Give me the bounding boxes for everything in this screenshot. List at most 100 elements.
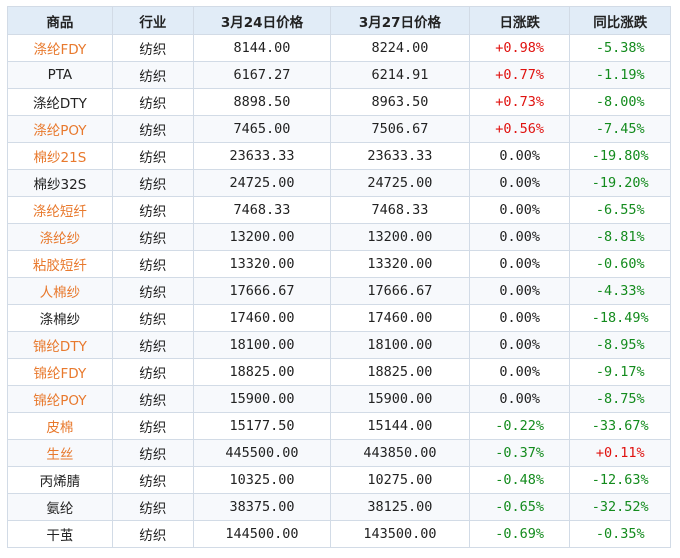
daily-change-cell: 0.00% [468,358,571,386]
price-mar27-cell: 17460.00 [329,304,470,332]
yoy-change-cell: -0.60% [569,250,671,278]
yoy-change-cell: -8.75% [569,385,671,413]
yoy-change-cell: -4.33% [569,277,671,305]
commodity-name-cell[interactable]: 生丝 [7,439,113,467]
commodity-name-cell[interactable]: 棉纱21S [7,142,113,170]
commodity-name-cell[interactable]: 锦纶POY [7,385,113,413]
daily-change-cell: -0.37% [468,439,571,467]
price-mar27-cell: 23633.33 [329,142,470,170]
commodity-name-cell: 棉纱32S [7,169,113,197]
table-row: 涤纶DTY 纺织 8898.50 8963.50 +0.73% -8.00% [7,88,671,116]
industry-cell: 纺织 [111,277,195,305]
industry-cell: 纺织 [111,142,195,170]
price-mar27-cell: 443850.00 [329,439,470,467]
industry-cell: 纺织 [111,493,195,521]
yoy-change-cell: -9.17% [569,358,671,386]
table-row: 涤纶FDY 纺织 8144.00 8224.00 +0.98% -5.38% [7,34,671,62]
commodity-name-cell[interactable]: 锦纶DTY [7,331,113,359]
daily-change-cell: 0.00% [468,277,571,305]
yoy-change-cell: -8.00% [569,88,671,116]
price-mar27-cell: 13200.00 [329,223,470,251]
daily-change-cell: 0.00% [468,304,571,332]
yoy-change-cell: -18.49% [569,304,671,332]
industry-cell: 纺织 [111,358,195,386]
price-mar24-cell: 8144.00 [193,34,331,62]
price-mar27-cell: 18825.00 [329,358,470,386]
industry-cell: 纺织 [111,169,195,197]
industry-cell: 纺织 [111,466,195,494]
yoy-change-cell: -7.45% [569,115,671,143]
commodity-name-cell[interactable]: 锦纶FDY [7,358,113,386]
table-row: 丙烯腈 纺织 10325.00 10275.00 -0.48% -12.63% [7,466,671,494]
industry-cell: 纺织 [111,520,195,548]
header-commodity: 商品 [7,6,113,35]
commodity-name-cell: 氨纶 [7,493,113,521]
table-row: 人棉纱 纺织 17666.67 17666.67 0.00% -4.33% [7,277,671,305]
table-row: 涤纶POY 纺织 7465.00 7506.67 +0.56% -7.45% [7,115,671,143]
commodity-name-cell: 丙烯腈 [7,466,113,494]
price-mar27-cell: 15144.00 [329,412,470,440]
price-mar24-cell: 23633.33 [193,142,331,170]
daily-change-cell: -0.65% [468,493,571,521]
daily-change-cell: 0.00% [468,385,571,413]
yoy-change-cell: -19.80% [569,142,671,170]
header-price-mar24: 3月24日价格 [193,6,331,35]
table-row: PTA 纺织 6167.27 6214.91 +0.77% -1.19% [7,61,671,89]
industry-cell: 纺织 [111,88,195,116]
table-body: 涤纶FDY 纺织 8144.00 8224.00 +0.98% -5.38% PTA 纺织 61… [7,34,671,548]
daily-change-cell: +0.98% [468,34,571,62]
price-mar27-cell: 18100.00 [329,331,470,359]
price-mar24-cell: 144500.00 [193,520,331,548]
daily-change-cell: 0.00% [468,250,571,278]
daily-change-cell: -0.69% [468,520,571,548]
table-row: 干茧 纺织 144500.00 143500.00 -0.69% -0.35% [7,520,671,548]
price-mar24-cell: 445500.00 [193,439,331,467]
yoy-change-cell: -6.55% [569,196,671,224]
yoy-change-cell: -1.19% [569,61,671,89]
yoy-change-cell: -33.67% [569,412,671,440]
price-mar24-cell: 7465.00 [193,115,331,143]
industry-cell: 纺织 [111,223,195,251]
price-mar27-cell: 8963.50 [329,88,470,116]
industry-cell: 纺织 [111,250,195,278]
commodity-name-cell[interactable]: 粘胶短纤 [7,250,113,278]
price-mar24-cell: 13320.00 [193,250,331,278]
daily-change-cell: 0.00% [468,142,571,170]
table-row: 棉纱21S 纺织 23633.33 23633.33 0.00% -19.80% [7,142,671,170]
table-row: 锦纶DTY 纺织 18100.00 18100.00 0.00% -8.95% [7,331,671,359]
table-row: 生丝 纺织 445500.00 443850.00 -0.37% +0.11% [7,439,671,467]
price-table: 商品 行业 3月24日价格 3月27日价格 日涨跌 同比涨跌 涤纶FDY 纺织 81… [7,6,671,548]
table-row: 涤棉纱 纺织 17460.00 17460.00 0.00% -18.49% [7,304,671,332]
price-mar27-cell: 38125.00 [329,493,470,521]
daily-change-cell: +0.77% [468,61,571,89]
price-mar24-cell: 18825.00 [193,358,331,386]
commodity-name-cell[interactable]: 涤纶纱 [7,223,113,251]
price-table-container: 商品 行业 3月24日价格 3月27日价格 日涨跌 同比涨跌 涤纶FDY 纺织 81… [7,6,671,548]
price-mar24-cell: 18100.00 [193,331,331,359]
commodity-name-cell[interactable]: 涤纶FDY [7,34,113,62]
industry-cell: 纺织 [111,61,195,89]
commodity-name-cell[interactable]: 涤纶短纤 [7,196,113,224]
daily-change-cell: 0.00% [468,331,571,359]
header-price-mar27: 3月27日价格 [329,6,470,35]
price-mar27-cell: 7468.33 [329,196,470,224]
price-mar27-cell: 13320.00 [329,250,470,278]
price-mar24-cell: 7468.33 [193,196,331,224]
commodity-name-cell[interactable]: 皮棉 [7,412,113,440]
industry-cell: 纺织 [111,412,195,440]
yoy-change-cell: -12.63% [569,466,671,494]
commodity-name-cell: 干茧 [7,520,113,548]
price-mar27-cell: 17666.67 [329,277,470,305]
daily-change-cell: -0.22% [468,412,571,440]
industry-cell: 纺织 [111,385,195,413]
price-mar27-cell: 8224.00 [329,34,470,62]
commodity-name-cell[interactable]: 涤纶POY [7,115,113,143]
table-row: 锦纶FDY 纺织 18825.00 18825.00 0.00% -9.17% [7,358,671,386]
table-row: 皮棉 纺织 15177.50 15144.00 -0.22% -33.67% [7,412,671,440]
commodity-name-cell: PTA [7,61,113,89]
commodity-name-cell: 涤棉纱 [7,304,113,332]
industry-cell: 纺织 [111,331,195,359]
price-mar24-cell: 6167.27 [193,61,331,89]
header-row: 商品 行业 3月24日价格 3月27日价格 日涨跌 同比涨跌 [7,6,671,35]
commodity-name-cell[interactable]: 人棉纱 [7,277,113,305]
